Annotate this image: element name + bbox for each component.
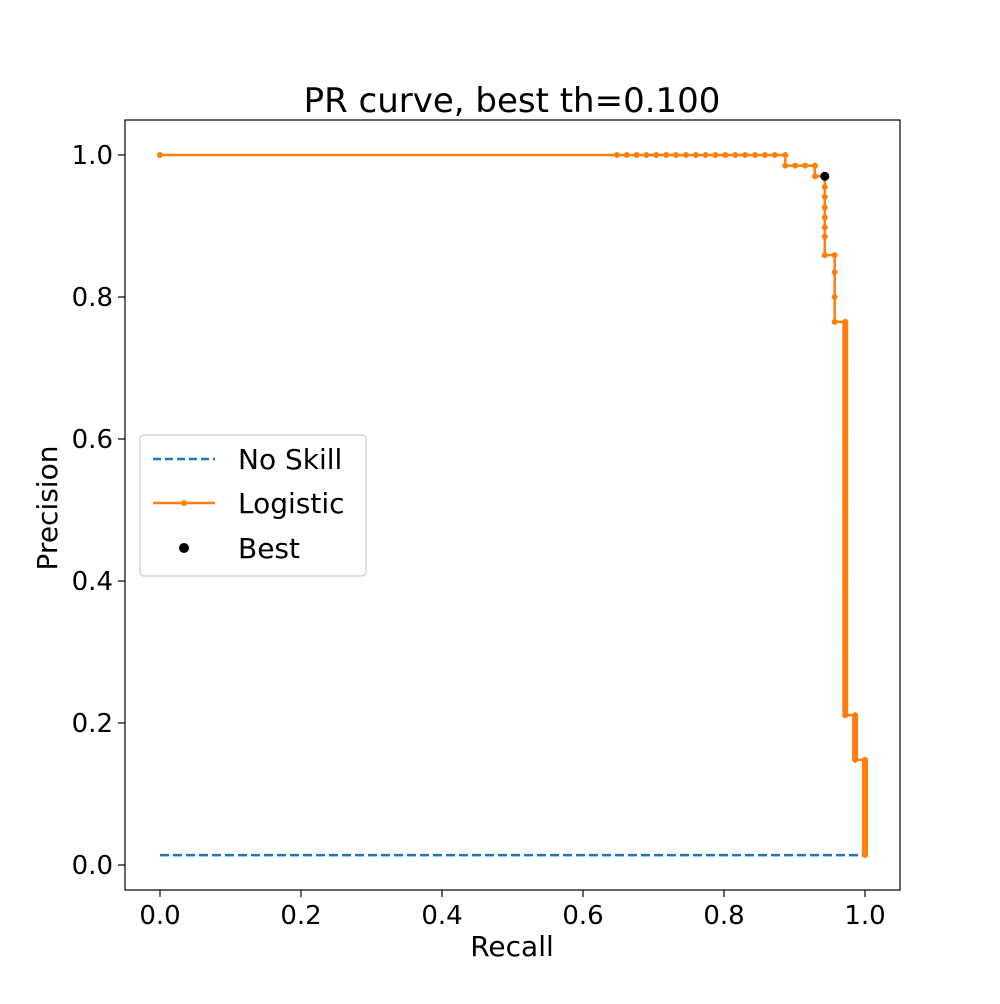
logistic-point (821, 204, 828, 211)
logistic-point (831, 252, 838, 259)
logistic-point (831, 294, 838, 300)
logistic-point (821, 214, 828, 221)
x-tick-label: 1.0 (844, 901, 885, 931)
logistic-point (682, 152, 689, 158)
x-axis-label: Recall (470, 930, 554, 963)
logistic-point (792, 162, 799, 169)
logistic-point (613, 152, 620, 158)
legend-logistic-marker (181, 500, 187, 506)
y-tick-label: 0.8 (72, 283, 113, 313)
logistic-point (771, 152, 778, 158)
series-layer (157, 152, 868, 859)
y-axis: 0.0 0.2 0.4 0.6 0.8 1.0 (72, 141, 125, 881)
y-tick-label: 0.2 (72, 709, 113, 739)
best-point-marker (820, 171, 830, 181)
y-tick-label: 0.4 (72, 567, 113, 597)
logistic-point (821, 183, 828, 190)
logistic-point (157, 152, 163, 158)
logistic-point (692, 152, 699, 158)
y-tick-label: 0.0 (72, 851, 113, 881)
plot-area (124, 119, 901, 891)
logistic-point (802, 162, 809, 169)
x-tick-label: 0.4 (421, 901, 462, 931)
logistic-point (742, 152, 749, 158)
x-tick-label: 0.0 (139, 901, 180, 931)
logistic-point (782, 162, 789, 169)
legend: No Skill Logistic Best (139, 434, 367, 577)
logistic-point (821, 233, 828, 240)
logistic-point (732, 152, 739, 158)
y-tick-label: 1.0 (72, 141, 113, 171)
logistic-point (712, 152, 719, 158)
logistic-point (722, 152, 729, 158)
plot-frame (124, 119, 901, 891)
logistic-point (653, 152, 660, 158)
legend-label: Best (238, 532, 300, 565)
logistic-point (821, 193, 828, 200)
legend-best-swatch (179, 543, 189, 553)
y-axis-label: Precision (31, 446, 64, 571)
logistic-point (821, 252, 828, 259)
logistic-point (663, 152, 670, 158)
logistic-point (633, 152, 640, 158)
y-tick-label: 0.6 (72, 425, 113, 455)
x-tick-label: 0.6 (562, 901, 603, 931)
x-tick-label: 0.2 (280, 901, 321, 931)
chart-title: PR curve, best th=0.100 (304, 81, 721, 121)
logistic-point (831, 318, 838, 325)
logistic-point (761, 152, 768, 158)
logistic-point (831, 269, 838, 276)
x-tick-label: 0.8 (703, 901, 744, 931)
x-axis: 0.0 0.2 0.4 0.6 0.8 1.0 (139, 890, 886, 931)
logistic-point (782, 152, 789, 158)
logistic-point (643, 152, 650, 158)
logistic-point (623, 152, 630, 158)
legend-label: Logistic (238, 487, 345, 520)
legend-label: No Skill (238, 443, 342, 476)
logistic-point (811, 162, 818, 169)
legend-box (139, 434, 367, 577)
logistic-point (702, 152, 709, 158)
logistic-point (811, 173, 818, 180)
logistic-point (821, 224, 828, 231)
logistic-point (752, 152, 759, 158)
logistic-point (673, 152, 680, 158)
